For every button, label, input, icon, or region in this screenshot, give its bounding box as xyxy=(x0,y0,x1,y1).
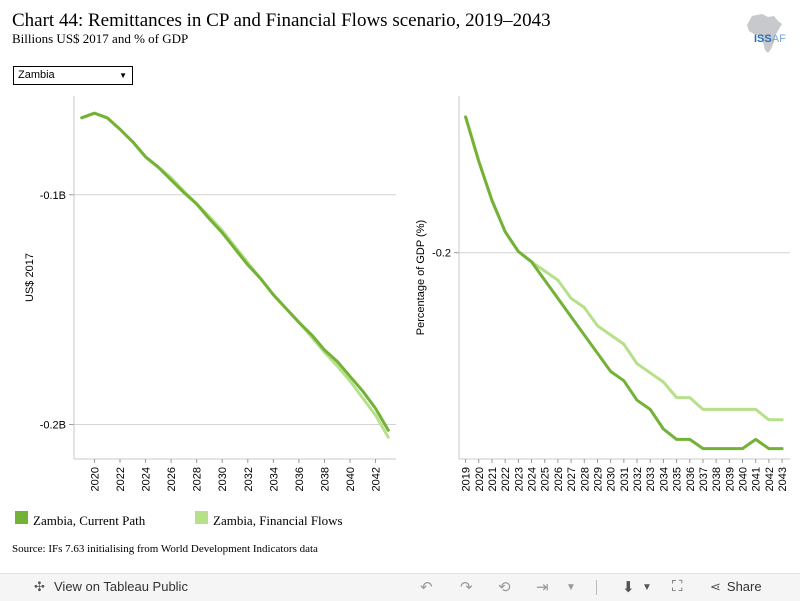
pause-dropdown-icon[interactable]: ▼ xyxy=(566,582,576,593)
view-on-tableau-label: View on Tableau Public xyxy=(54,579,188,594)
series-line-financial-flows[interactable] xyxy=(80,111,390,439)
x-tick-label: 2038 xyxy=(319,467,331,491)
x-tick-label: 2037 xyxy=(698,467,710,491)
x-tick-label: 2026 xyxy=(166,467,178,491)
legend-label-financial-flows: Zambia, Financial Flows xyxy=(213,513,343,528)
x-tick-label: 2030 xyxy=(217,467,229,491)
download-icon[interactable]: ⬇ xyxy=(622,579,635,596)
y-axis-label: Percentage of GDP (%) xyxy=(415,220,427,335)
country-select[interactable]: Zambia ▼ xyxy=(13,66,133,85)
legend-label-current-path: Zambia, Current Path xyxy=(33,513,146,528)
x-tick-label: 2030 xyxy=(606,467,618,491)
refresh-icon[interactable]: ⇥ xyxy=(536,579,549,596)
iss-africa-logo xyxy=(747,14,782,53)
x-tick-label: 2027 xyxy=(566,467,578,491)
fullscreen-icon[interactable]: ⛶ xyxy=(672,578,683,595)
x-tick-label: 2029 xyxy=(592,467,604,491)
series-line-current-path[interactable] xyxy=(464,115,784,451)
chart-remittances-usd: -0.1B -0.2B US$ 2017 2020 2022 2024 2026 2028 20… xyxy=(24,96,396,491)
revert-icon[interactable]: ⟲ xyxy=(498,579,511,596)
x-tick-label: 2020 xyxy=(474,467,486,491)
x-tick-label: 2032 xyxy=(632,467,644,491)
x-tick-label: 2040 xyxy=(345,467,357,491)
x-tick-label: 2039 xyxy=(724,467,736,491)
x-tick-label: 2041 xyxy=(751,467,763,491)
x-tick-label: 2042 xyxy=(764,467,776,491)
x-tick-label: 2031 xyxy=(619,467,631,491)
y-tick-label: -0.1B xyxy=(40,190,66,202)
redo-icon[interactable]: ↷ xyxy=(460,579,473,596)
x-tick-label: 2026 xyxy=(553,467,565,491)
x-tick-label: 2035 xyxy=(672,467,684,491)
x-tick-label: 2023 xyxy=(513,467,525,491)
view-on-tableau-link[interactable]: ✣ View on Tableau Public xyxy=(34,579,188,595)
x-tick-label: 2025 xyxy=(540,467,552,491)
toolbar-divider xyxy=(596,580,597,595)
x-tick-label: 2033 xyxy=(645,467,657,491)
logo-text: ISSAF xyxy=(754,33,786,45)
x-tick-label: 2021 xyxy=(487,467,499,491)
share-label: Share xyxy=(726,579,762,594)
x-tick-label: 2022 xyxy=(115,467,127,491)
x-tick-label: 2034 xyxy=(658,467,670,491)
download-dropdown-icon[interactable]: ▼ xyxy=(642,582,652,593)
x-tick-label: 2032 xyxy=(243,467,255,491)
undo-icon[interactable]: ↶ xyxy=(420,579,433,596)
x-tick-label: 2028 xyxy=(579,467,591,491)
x-tick-label: 2024 xyxy=(527,467,539,491)
x-tick-label: 2034 xyxy=(268,467,280,491)
x-tick-label: 2040 xyxy=(738,467,750,491)
share-button[interactable]: ⋖ Share xyxy=(710,579,762,595)
x-tick-label: 2042 xyxy=(371,467,383,491)
legend-swatch-financial-flows xyxy=(195,511,208,524)
x-tick-label: 2036 xyxy=(294,467,306,491)
x-tick-label: 2043 xyxy=(777,467,789,491)
legend-swatch-current-path xyxy=(15,511,28,524)
tableau-logo-icon: ✣ xyxy=(34,579,45,594)
chart-title: Chart 44: Remittances in CP and Financia… xyxy=(12,10,551,31)
chart-subtitle: Billions US$ 2017 and % of GDP xyxy=(12,31,189,46)
y-tick-label: -0.2 xyxy=(432,248,451,260)
x-tick-label: 2036 xyxy=(685,467,697,491)
series-line-current-path[interactable] xyxy=(80,111,390,432)
x-tick-label: 2038 xyxy=(711,467,723,491)
x-tick-label: 2022 xyxy=(500,467,512,491)
source-note: Source: IFs 7.63 initialising from World… xyxy=(12,543,318,555)
tableau-toolbar: ✣ View on Tableau Public ↶ ↷ ⟲ ⇥ ▼ ⬇ ▼ ⛶ … xyxy=(0,573,800,601)
chevron-down-icon: ▼ xyxy=(119,71,127,80)
x-tick-label: 2019 xyxy=(461,467,473,491)
share-icon: ⋖ xyxy=(710,579,721,594)
y-tick-label: -0.2B xyxy=(40,420,66,432)
x-tick-label: 2020 xyxy=(89,467,101,491)
x-tick-label: 2028 xyxy=(192,467,204,491)
series-line-financial-flows[interactable] xyxy=(464,115,784,422)
x-tick-label: 2024 xyxy=(141,467,153,491)
country-select-value: Zambia xyxy=(18,69,55,81)
y-axis-label: US$ 2017 xyxy=(24,253,36,302)
